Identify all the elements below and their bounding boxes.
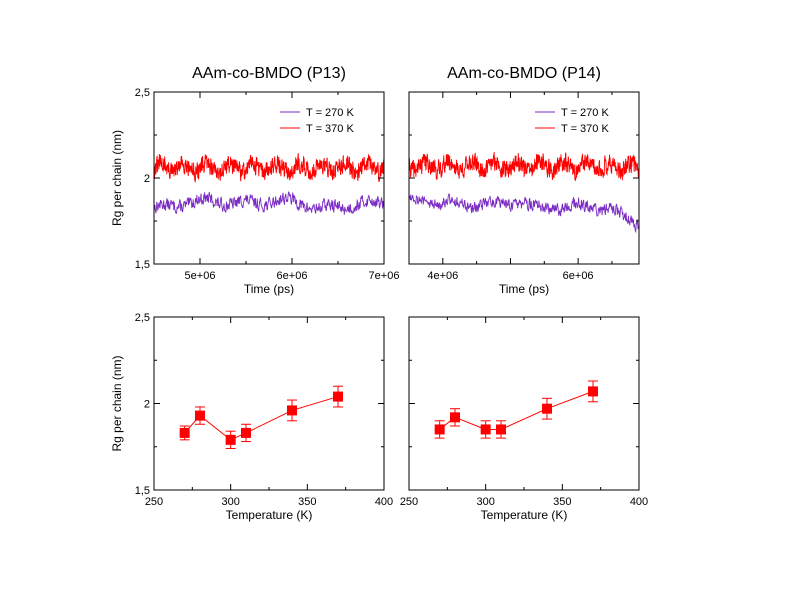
x-tick-label: 300	[221, 496, 239, 508]
data-marker	[450, 412, 460, 423]
chart-title: AAm-co-BMDO (P14)	[447, 65, 601, 82]
data-marker	[195, 410, 205, 421]
series-line-270k	[409, 193, 639, 234]
plot-area	[409, 151, 639, 234]
x-tick-label: 250	[145, 496, 163, 508]
data-point	[179, 425, 190, 441]
data-marker	[496, 424, 506, 435]
data-point	[333, 385, 343, 408]
data-marker	[333, 391, 343, 402]
x-tick-label: 250	[400, 496, 418, 508]
data-marker	[542, 403, 552, 414]
data-marker	[225, 434, 236, 445]
legend: T = 270 K T = 370 K	[280, 107, 354, 135]
y-tick-label: 2	[144, 399, 150, 411]
legend-label: T = 270 K	[306, 107, 354, 119]
y-tick-label: 2,5	[135, 87, 150, 99]
data-marker	[179, 427, 190, 438]
y-tick-label: 1,5	[135, 259, 150, 271]
x-tick-label: 400	[630, 496, 648, 508]
data-point	[450, 408, 460, 427]
panel-ts_p13: 5e+06 6e+06 7e+06 1,5 2 2,5 Time (ps) Rg per ch…	[110, 65, 399, 296]
legend-label: T = 270 K	[561, 107, 609, 119]
x-tick-label: 7e+06	[369, 270, 400, 282]
y-tick-label: 1,5	[135, 485, 150, 497]
data-marker	[287, 405, 297, 416]
legend: T = 270 K T = 370 K	[535, 107, 609, 135]
data-marker	[434, 424, 445, 435]
data-point	[480, 420, 491, 439]
data-point	[287, 399, 297, 422]
series-line-370k	[154, 153, 384, 184]
data-point	[241, 423, 251, 443]
legend-label: T = 370 K	[561, 123, 609, 135]
series-line-370k	[409, 151, 639, 181]
series-line-270k	[154, 191, 384, 215]
series-line	[439, 390, 594, 430]
x-axis-label: Temperature (K)	[481, 508, 568, 522]
x-tick-label: 400	[375, 496, 393, 508]
y-axis-label: Rg per chain (nm)	[110, 355, 124, 451]
x-axis-label: Temperature (K)	[226, 508, 313, 522]
panel-temp_p14: 250 300 350 400 Temperature (K)	[400, 316, 648, 522]
chart-title: AAm-co-BMDO (P13)	[192, 65, 346, 82]
data-point	[496, 420, 506, 439]
x-axis-label: Time (ps)	[244, 282, 294, 296]
data-marker	[588, 386, 598, 397]
x-tick-label: 6e+06	[563, 270, 594, 282]
plot-area	[434, 380, 598, 439]
x-axis-label: Time (ps)	[499, 282, 549, 296]
y-tick-label: 2	[144, 173, 150, 185]
series-line	[184, 396, 339, 441]
data-point	[434, 420, 445, 439]
data-marker	[241, 427, 251, 438]
x-tick-label: 300	[476, 496, 494, 508]
x-tick-label: 4e+06	[427, 270, 458, 282]
y-tick-label: 2,5	[135, 312, 150, 324]
data-marker	[480, 424, 491, 435]
x-tick-label: 350	[553, 496, 571, 508]
data-point	[588, 380, 598, 403]
plot-frame	[153, 316, 385, 491]
y-axis-label: Rg per chain (nm)	[110, 130, 124, 226]
data-point	[195, 406, 205, 425]
panel-ts_p14: 4e+06 6e+06 Time (ps) AAm-co-BMDO (P14) T = …	[408, 65, 640, 296]
x-tick-label: 5e+06	[185, 270, 216, 282]
plot-area	[154, 153, 384, 215]
data-point	[542, 397, 552, 420]
plot-frame	[408, 316, 640, 491]
x-tick-label: 6e+06	[277, 270, 308, 282]
legend-label: T = 370 K	[306, 123, 354, 135]
panel-temp_p13: 250 300 350 400 1,5 2 2,5 Temperature (K) Rg per…	[110, 312, 393, 522]
x-tick-label: 350	[298, 496, 316, 508]
data-point	[225, 430, 236, 449]
plot-area	[179, 385, 343, 449]
